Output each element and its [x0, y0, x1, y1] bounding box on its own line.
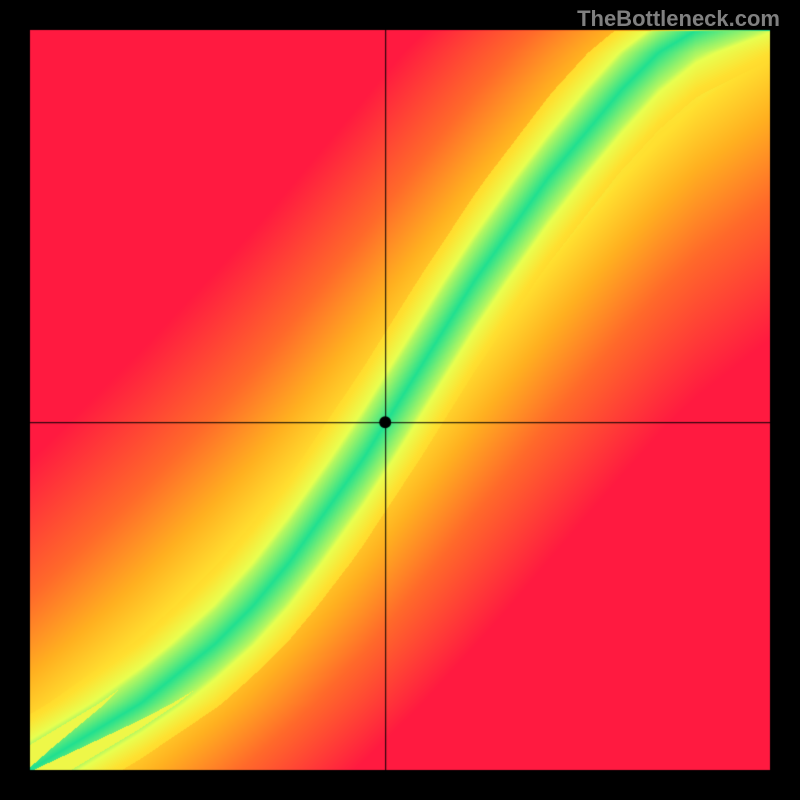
watermark-text: TheBottleneck.com — [577, 6, 780, 32]
chart-container: TheBottleneck.com — [0, 0, 800, 800]
bottleneck-heatmap — [0, 0, 800, 800]
